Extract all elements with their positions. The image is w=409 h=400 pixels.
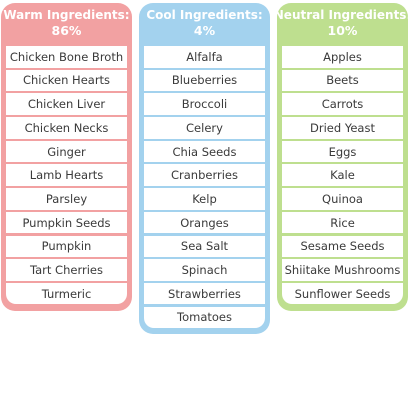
column-title: Neutral Ingredients: [273, 7, 409, 22]
ingredient-item: Kelp [144, 188, 265, 210]
ingredient-item: Tart Cherries [6, 259, 127, 281]
ingredient-item: Chicken Liver [6, 93, 127, 115]
column-title: Warm Ingredients: [3, 7, 130, 22]
column-title: Cool Ingredients: [146, 7, 263, 22]
ingredient-item: Chicken Hearts [6, 69, 127, 92]
ingredient-item: Eggs [282, 140, 403, 163]
ingredient-list: Chicken Bone Broth Chicken Hearts Chicken … [6, 46, 127, 307]
ingredient-list: Alfalfa Blueberries Broccoli Celery Chia See… [144, 46, 265, 330]
column-header: Neutral Ingredients: 10% [273, 3, 409, 43]
ingredient-item: Strawberries [144, 282, 265, 305]
ingredient-item: Shiitake Mushrooms [282, 259, 403, 281]
column-percent: 4% [193, 22, 216, 38]
ingredient-item: Cranberries [144, 164, 265, 186]
ingredient-item: Spinach [144, 259, 265, 281]
ingredient-item: Oranges [144, 211, 265, 234]
ingredient-item: Blueberries [144, 69, 265, 92]
ingredient-item: Kale [282, 164, 403, 186]
ingredient-item: Broccoli [144, 93, 265, 115]
warm-ingredients-column: Warm Ingredients: 86% Chicken Bone Broth… [1, 3, 132, 311]
neutral-ingredients-column: Neutral Ingredients: 10% Apples Beets Carr… [273, 3, 409, 311]
ingredient-item: Celery [144, 117, 265, 139]
ingredient-item: Pumpkin [6, 235, 127, 257]
ingredient-item: Pumpkin Seeds [6, 211, 127, 234]
ingredient-item: Apples [282, 46, 403, 68]
column-header: Cool Ingredients: 4% [139, 3, 270, 43]
ingredient-item: Turmeric [6, 282, 127, 305]
cool-ingredients-column: Cool Ingredients: 4% Alfalfa Blueberries B… [139, 3, 270, 334]
ingredient-list: Apples Beets Carrots Dried Yeast Eggs Kale Qui… [282, 46, 403, 307]
ingredient-item: Sunflower Seeds [282, 282, 403, 305]
ingredient-item: Beets [282, 69, 403, 92]
ingredient-item: Sea Salt [144, 235, 265, 257]
column-header: Warm Ingredients: 86% [1, 3, 132, 43]
ingredient-item: Dried Yeast [282, 117, 403, 139]
column-percent: 10% [327, 22, 358, 38]
ingredient-item: Ginger [6, 140, 127, 163]
ingredient-item: Parsley [6, 188, 127, 210]
ingredient-item: Chia Seeds [144, 140, 265, 163]
column-percent: 86% [51, 22, 82, 38]
ingredient-item: Chicken Bone Broth [6, 46, 127, 68]
ingredient-item: Tomatoes [144, 306, 265, 329]
ingredient-item: Sesame Seeds [282, 235, 403, 257]
ingredient-item: Chicken Necks [6, 117, 127, 139]
ingredient-item: Carrots [282, 93, 403, 115]
ingredient-item: Alfalfa [144, 46, 265, 68]
ingredient-item: Lamb Hearts [6, 164, 127, 186]
ingredient-item: Rice [282, 211, 403, 234]
ingredient-item: Quinoa [282, 188, 403, 210]
